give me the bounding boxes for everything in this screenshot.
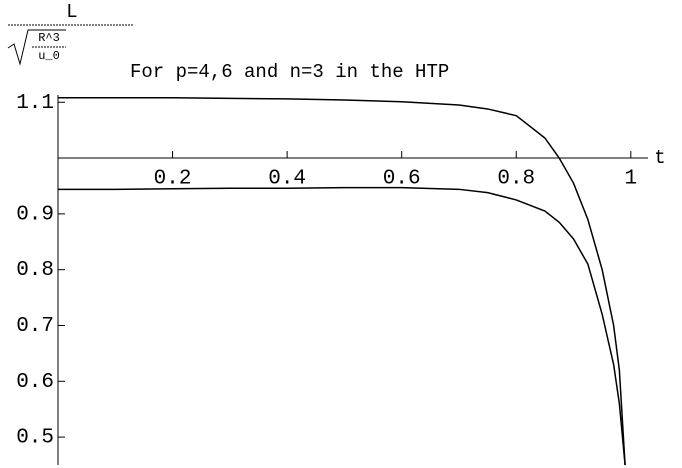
y-axis-label: L R^3 u_0 [7, 1, 134, 66]
y-tick-label: 0.6 [16, 371, 54, 394]
x-axis-label: t [654, 147, 665, 169]
series-line [58, 97, 626, 466]
x-tick-label: 1 [625, 168, 638, 191]
series-line [58, 186, 626, 466]
y-label-numerator: L [66, 1, 77, 23]
sqrt-sign [7, 29, 66, 66]
y-label-radicand-bottom: u_0 [38, 49, 60, 63]
y-tick-label: 0.7 [16, 315, 54, 338]
y-label-radicand-top: R^3 [38, 31, 60, 45]
x-tick-label: 0.4 [268, 168, 306, 191]
y-tick-label: 0.5 [16, 427, 54, 450]
y-tick-label: 0.9 [16, 203, 54, 226]
x-tick-label: 0.8 [497, 168, 535, 191]
chart-title: For p=4,6 and n=3 in the HTP [130, 61, 449, 83]
y-tick-label: 1.1 [16, 92, 54, 115]
y-tick-label: 0.8 [16, 259, 54, 282]
x-tick-label: 0.6 [383, 168, 421, 191]
x-tick-label: 0.2 [154, 168, 192, 191]
